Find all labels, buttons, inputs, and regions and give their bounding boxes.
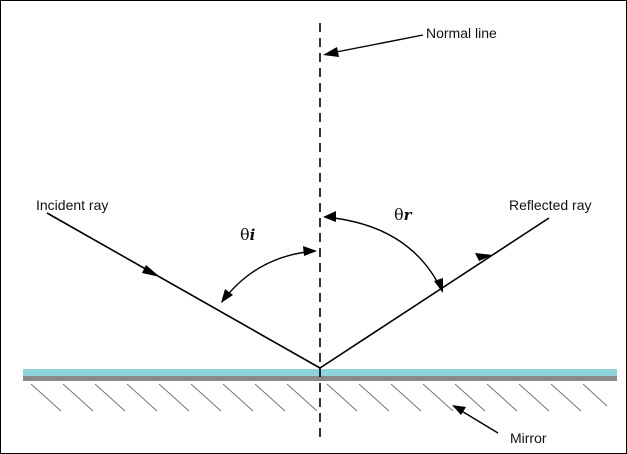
theta-i-subscript: i xyxy=(250,226,256,244)
angle-of-incidence-arrowhead-right xyxy=(303,246,317,256)
normal-line-leader-arrowhead xyxy=(323,47,339,57)
incident-ray-arrowhead xyxy=(142,265,160,277)
angle-of-reflection-arrowhead-top xyxy=(323,211,336,222)
normal-line-leader xyxy=(325,34,424,55)
incident-ray xyxy=(46,212,321,369)
angle-of-incidence-label: θi xyxy=(240,225,256,244)
angle-of-reflection-label: θr xyxy=(394,205,413,224)
mirror-leader-arrowhead xyxy=(452,405,466,415)
reflected-ray-label: Reflected ray xyxy=(509,197,591,213)
angle-of-reflection-arrowhead-bottom xyxy=(434,278,443,293)
mirror-hatching xyxy=(30,383,608,412)
angle-of-incidence-arc xyxy=(221,250,316,303)
theta-r-subscript: r xyxy=(404,206,413,224)
mirror-back xyxy=(23,375,617,381)
theta-i-symbol: θ xyxy=(240,225,250,244)
theta-r-symbol: θ xyxy=(394,205,404,224)
angle-of-incidence-arrowhead-left xyxy=(221,289,233,303)
angle-of-reflection-arc xyxy=(324,216,443,292)
normal-line-label: Normal line xyxy=(426,25,497,41)
incident-ray-label: Incident ray xyxy=(36,197,108,213)
reflected-ray xyxy=(319,217,550,369)
mirror-label: Mirror xyxy=(510,430,547,446)
reflected-ray-arrowhead xyxy=(475,253,493,261)
